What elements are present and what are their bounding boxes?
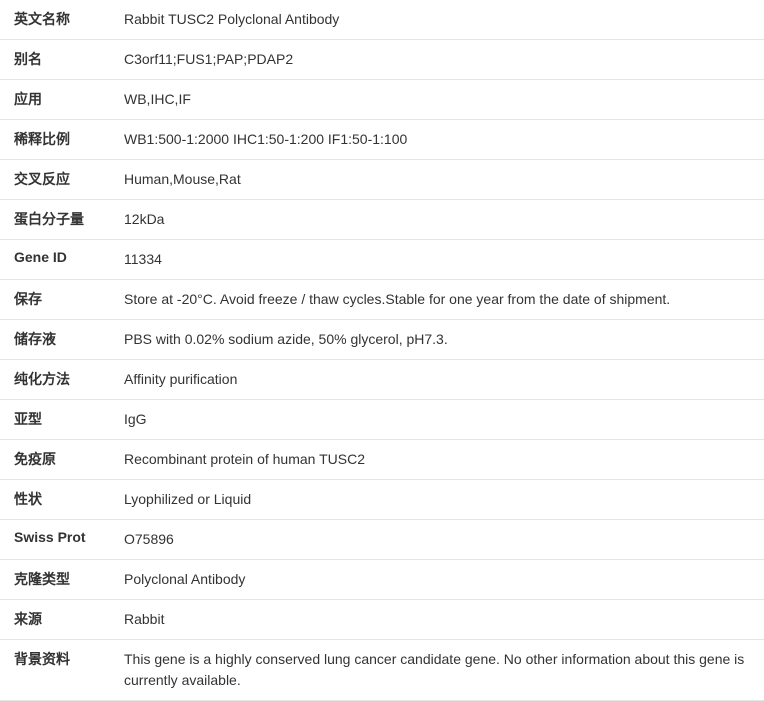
row-value: 11334 [120,240,764,280]
row-label: Gene ID [0,240,120,280]
table-row: 蛋白分子量 12kDa [0,200,764,240]
row-label: 储存液 [0,320,120,360]
table-row: 英文名称 Rabbit TUSC2 Polyclonal Antibody [0,0,764,40]
row-label: 免疫原 [0,440,120,480]
row-value: IgG [120,400,764,440]
row-label: 背景资料 [0,640,120,701]
row-value: C3orf11;FUS1;PAP;PDAP2 [120,40,764,80]
table-row: 别名 C3orf11;FUS1;PAP;PDAP2 [0,40,764,80]
spec-table: 英文名称 Rabbit TUSC2 Polyclonal Antibody 别名… [0,0,764,701]
row-label: 别名 [0,40,120,80]
row-value: Rabbit [120,600,764,640]
row-value: 12kDa [120,200,764,240]
row-value: Store at -20°C. Avoid freeze / thaw cycl… [120,280,764,320]
table-row: Swiss Prot O75896 [0,520,764,560]
row-label: 英文名称 [0,0,120,40]
row-value: This gene is a highly conserved lung can… [120,640,764,701]
row-value: Human,Mouse,Rat [120,160,764,200]
row-label: 来源 [0,600,120,640]
row-value: Affinity purification [120,360,764,400]
table-row: 保存 Store at -20°C. Avoid freeze / thaw c… [0,280,764,320]
row-label: 应用 [0,80,120,120]
spec-table-body: 英文名称 Rabbit TUSC2 Polyclonal Antibody 别名… [0,0,764,701]
row-label: 亚型 [0,400,120,440]
table-row: Gene ID 11334 [0,240,764,280]
row-label: 稀释比例 [0,120,120,160]
row-value: Polyclonal Antibody [120,560,764,600]
table-row: 纯化方法 Affinity purification [0,360,764,400]
row-label: 蛋白分子量 [0,200,120,240]
table-row: 来源 Rabbit [0,600,764,640]
table-row: 背景资料 This gene is a highly conserved lun… [0,640,764,701]
row-label: 性状 [0,480,120,520]
row-value: WB,IHC,IF [120,80,764,120]
table-row: 储存液 PBS with 0.02% sodium azide, 50% gly… [0,320,764,360]
table-row: 性状 Lyophilized or Liquid [0,480,764,520]
row-value: Lyophilized or Liquid [120,480,764,520]
table-row: 应用 WB,IHC,IF [0,80,764,120]
row-value: WB1:500-1:2000 IHC1:50-1:200 IF1:50-1:10… [120,120,764,160]
table-row: 稀释比例 WB1:500-1:2000 IHC1:50-1:200 IF1:50… [0,120,764,160]
table-row: 克隆类型 Polyclonal Antibody [0,560,764,600]
row-label: 保存 [0,280,120,320]
row-label: 交叉反应 [0,160,120,200]
row-label: Swiss Prot [0,520,120,560]
row-label: 纯化方法 [0,360,120,400]
table-row: 亚型 IgG [0,400,764,440]
table-row: 免疫原 Recombinant protein of human TUSC2 [0,440,764,480]
row-label: 克隆类型 [0,560,120,600]
row-value: Recombinant protein of human TUSC2 [120,440,764,480]
row-value: PBS with 0.02% sodium azide, 50% glycero… [120,320,764,360]
row-value: Rabbit TUSC2 Polyclonal Antibody [120,0,764,40]
row-value: O75896 [120,520,764,560]
table-row: 交叉反应 Human,Mouse,Rat [0,160,764,200]
